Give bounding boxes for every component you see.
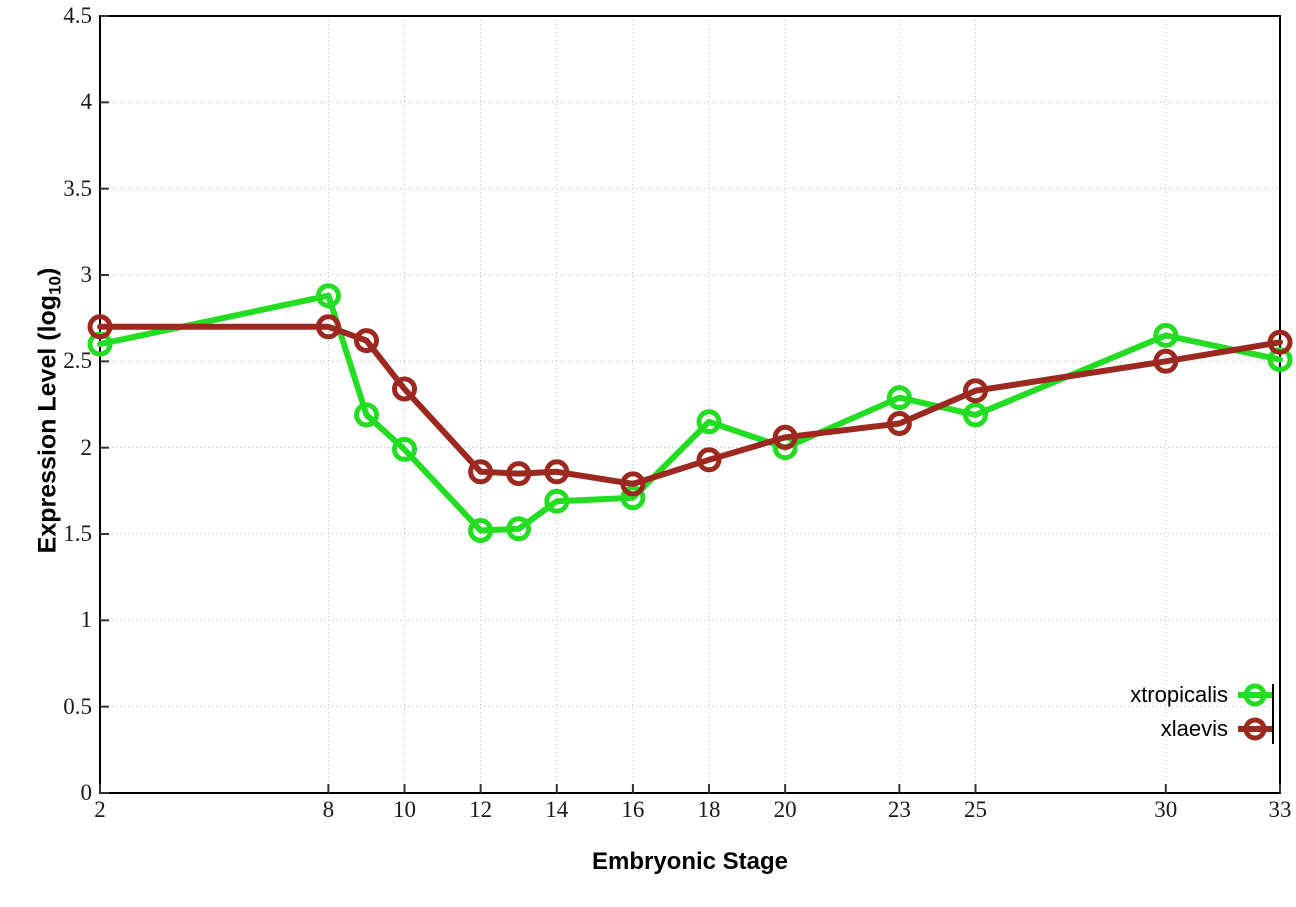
x-axis-tick-label: 20: [773, 797, 797, 822]
x-axis-tick-label: 23: [887, 797, 911, 822]
data-point-xtropicalis-14: [544, 488, 570, 514]
data-point-xlaevis-16: [620, 471, 646, 497]
x-axis-tick-label: 8: [322, 797, 335, 822]
data-point-xlaevis-10: [392, 376, 417, 402]
y-axis-tick-label: 3: [80, 262, 93, 287]
data-point-xtropicalis-10: [392, 436, 417, 462]
data-point-xlaevis-8: [315, 314, 341, 340]
x-axis-title: Embryonic Stage: [591, 848, 789, 875]
x-axis-tick-label: 2: [94, 797, 106, 822]
data-point-xlaevis-23: [886, 411, 912, 436]
y-axis-title-subscript: 10: [45, 276, 65, 295]
y-axis-title-main: Expression Level (log: [33, 294, 62, 554]
legend-label: xtropicalis: [1130, 682, 1228, 707]
y-axis-tick-label: 0: [80, 780, 93, 805]
data-point-xlaevis-14: [544, 459, 570, 485]
y-axis-tick-label: 2.5: [63, 348, 92, 374]
data-point-xlaevis-25: [963, 378, 988, 404]
series-xtropicalis: [87, 283, 1293, 543]
data-point-xtropicalis-8: [315, 283, 341, 309]
data-point-xlaevis-18: [696, 447, 722, 473]
legend-marker-icon: [1238, 716, 1272, 742]
data-point-xlaevis-13: [506, 461, 532, 487]
y-axis-tick-label: 1: [80, 607, 93, 633]
series-xlaevis: [87, 314, 1293, 497]
y-axis-tick-label: 2: [80, 434, 93, 460]
data-point-xtropicalis-12: [468, 518, 494, 543]
data-point-xtropicalis-23: [886, 385, 912, 411]
data-point-xtropicalis-25: [963, 402, 988, 428]
x-axis-tick-label: 30: [1154, 797, 1178, 822]
data-point-xlaevis-2: [87, 314, 113, 340]
data-point-xtropicalis-13: [506, 516, 532, 542]
legend-circle: [1243, 683, 1267, 707]
y-axis-tick-labels: 0 0.5 1 1.5 2 2.5 3 3.5 4 4.5: [28, 0, 92, 907]
x-axis-tick-label: 10: [393, 797, 417, 822]
legend-divider: [1272, 684, 1274, 744]
x-axis-tick-label: 12: [469, 797, 493, 822]
legend-label: xlaevis: [1160, 716, 1228, 741]
data-point-xtropicalis-16: [620, 485, 646, 511]
x-axis-tick-label: 14: [545, 797, 569, 822]
legend-circle: [1243, 717, 1267, 741]
data-point-xtropicalis-2: [87, 331, 113, 357]
y-axis-title: Expression Level (log10): [33, 131, 65, 691]
y-axis-tick-label: 4.5: [63, 3, 92, 28]
data-point-xtropicalis-33: [1267, 347, 1293, 373]
data-point-xtropicalis-30: [1153, 322, 1179, 348]
data-point-xlaevis-9: [354, 328, 379, 354]
data-point-xtropicalis-18: [696, 409, 722, 435]
x-axis-tick-label: 18: [697, 797, 721, 822]
data-point-xlaevis-12: [468, 459, 494, 485]
data-point-xlaevis-30: [1153, 348, 1179, 374]
y-axis-tick-label: 4: [80, 89, 93, 115]
plot-frame: [99, 15, 1281, 794]
data-point-xlaevis-33: [1267, 329, 1293, 355]
x-axis-tick-label: 33: [1268, 797, 1292, 822]
legend-item-xlaevis[interactable]: xlaevis: [1060, 712, 1272, 746]
legend-item-xtropicalis[interactable]: xtropicalis: [1060, 678, 1272, 712]
y-axis-tick-label: 3.5: [63, 175, 92, 201]
y-axis-tick-label: 0.5: [63, 693, 92, 719]
data-point-xtropicalis-9: [354, 402, 379, 428]
x-axis-tick-label: 25: [963, 797, 987, 822]
y-axis-tick-label: 1.5: [63, 521, 92, 546]
data-point-xlaevis-20: [772, 424, 798, 450]
x-axis-tick-label: 16: [621, 797, 645, 822]
legend-marker-icon: [1238, 682, 1272, 708]
chart-legend: xtropicalis xlaevis: [1060, 678, 1272, 746]
